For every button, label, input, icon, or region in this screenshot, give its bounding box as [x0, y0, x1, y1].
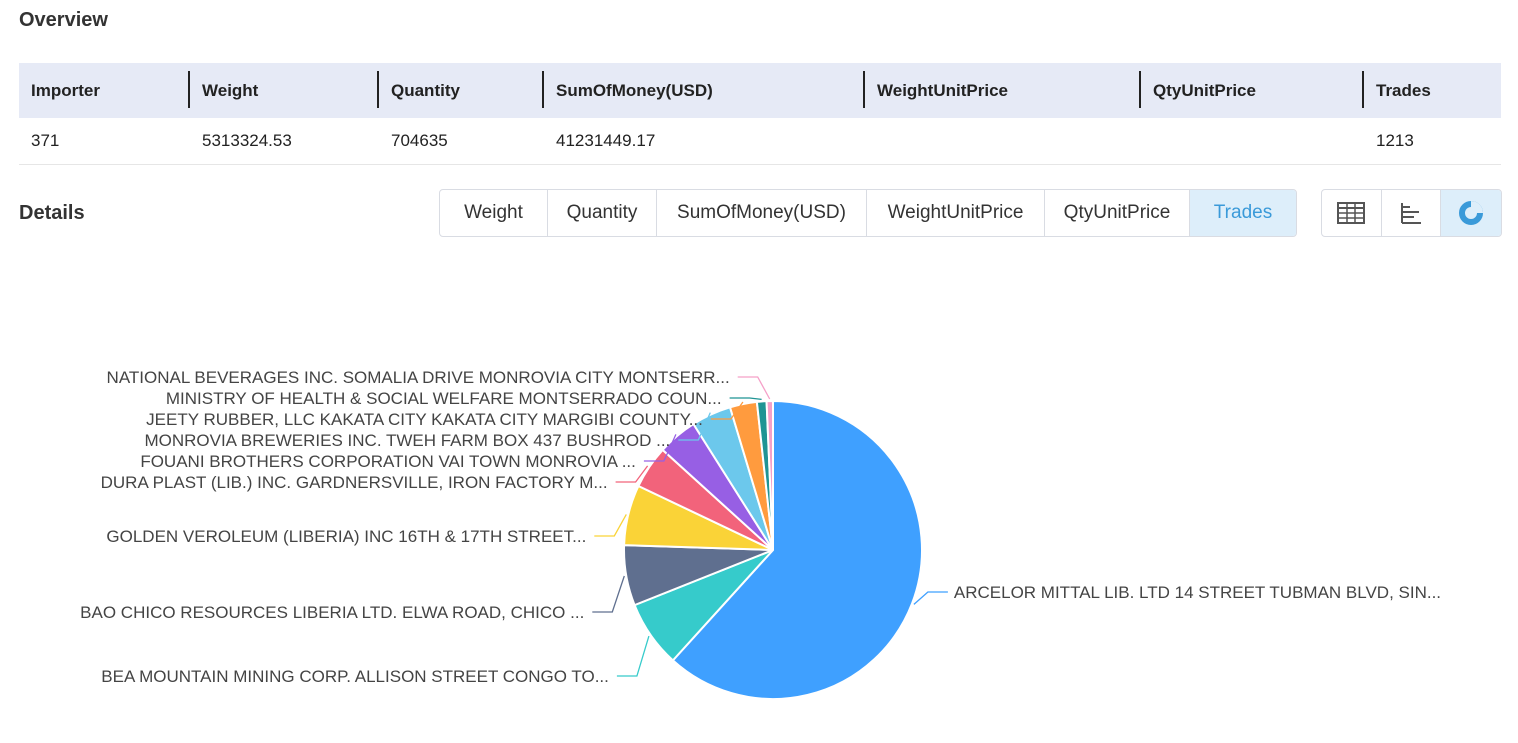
table-row: 371 5313324.53 704635 41231449.17 1213 [19, 118, 1501, 165]
label-line [737, 376, 771, 400]
column-divider [377, 71, 379, 108]
cell-quantity: 704635 [391, 131, 448, 150]
cell-trades: 1213 [1376, 131, 1414, 150]
slice-label: GOLDEN VEROLEUM (LIBERIA) INC 16TH & 17T… [106, 527, 586, 546]
header-weight: Weight [202, 80, 259, 100]
slice-label: DURA PLAST (LIB.) INC. GARDNERSVILLE, IR… [101, 473, 608, 492]
overview-table: Importer Weight Quantity SumOfMoney(USD)… [19, 63, 1501, 165]
slice-label: ARCELOR MITTAL LIB. LTD 14 STREET TUBMAN… [954, 583, 1441, 602]
label-line [729, 397, 762, 401]
label-line [643, 434, 677, 462]
tab-quantity[interactable]: Quantity [548, 190, 657, 236]
cell-sum-of-money: 41231449.17 [556, 131, 656, 150]
table-view-button[interactable] [1322, 190, 1382, 236]
column-divider [188, 71, 190, 108]
pie-chart-icon [1459, 201, 1484, 225]
slice-label: BEA MOUNTAIN MINING CORP. ALLISON STREET… [101, 667, 609, 686]
label-line [616, 635, 650, 677]
table-icon [1337, 202, 1366, 224]
header-importer: Importer [31, 80, 100, 100]
label-line [913, 591, 948, 605]
slice-label: BAO CHICO RESOURCES LIBERIA LTD. ELWA RO… [80, 603, 584, 622]
cell-importer: 371 [31, 131, 60, 150]
tab-weight[interactable]: Weight [440, 190, 548, 236]
details-title: Details [19, 202, 85, 224]
header-quantity: Quantity [391, 80, 460, 100]
label-line [678, 412, 711, 441]
tab-sum-of-money[interactable]: SumOfMoney(USD) [657, 190, 867, 236]
label-line [592, 575, 625, 613]
header-qty-unit-price: QtyUnitPrice [1153, 80, 1256, 100]
slice-label: MONROVIA BREWERIES INC. TWEH FARM BOX 43… [144, 431, 670, 450]
metric-tabs: Weight Quantity SumOfMoney(USD) WeightUn… [439, 189, 1297, 237]
pie-slice[interactable] [765, 399, 774, 551]
column-divider [542, 71, 544, 108]
slice-label: NATIONAL BEVERAGES INC. SOMALIA DRIVE MO… [107, 368, 730, 387]
cell-weight: 5313324.53 [202, 131, 292, 150]
header-trades: Trades [1376, 80, 1431, 100]
column-divider [863, 71, 865, 108]
label-line [710, 401, 744, 420]
label-line [615, 465, 649, 483]
pie-chart: ARCELOR MITTAL LIB. LTD 14 STREET TUBMAN… [80, 368, 1441, 700]
tab-trades[interactable]: Trades [1190, 190, 1296, 236]
column-divider [1362, 71, 1364, 108]
tab-weight-unit-price[interactable]: WeightUnitPrice [867, 190, 1045, 236]
label-line [594, 514, 627, 537]
slice-label: JEETY RUBBER, LLC KAKATA CITY KAKATA CIT… [146, 410, 703, 429]
overview-title: Overview [19, 9, 108, 31]
pie-slice[interactable] [671, 399, 923, 700]
overview-table-header: Importer Weight Quantity SumOfMoney(USD)… [19, 63, 1501, 118]
view-tabs [1321, 189, 1502, 237]
bar-chart-icon [1401, 203, 1421, 224]
header-sum-of-money: SumOfMoney(USD) [556, 80, 713, 100]
header-weight-unit-price: WeightUnitPrice [877, 80, 1008, 100]
slice-label: MINISTRY OF HEALTH & SOCIAL WELFARE MONT… [166, 389, 722, 408]
pie-view-button[interactable] [1441, 190, 1501, 236]
column-divider [1139, 71, 1141, 108]
bar-view-button[interactable] [1382, 190, 1442, 236]
tab-qty-unit-price[interactable]: QtyUnitPrice [1045, 190, 1190, 236]
slice-label: FOUANI BROTHERS CORPORATION VAI TOWN MON… [140, 452, 636, 471]
